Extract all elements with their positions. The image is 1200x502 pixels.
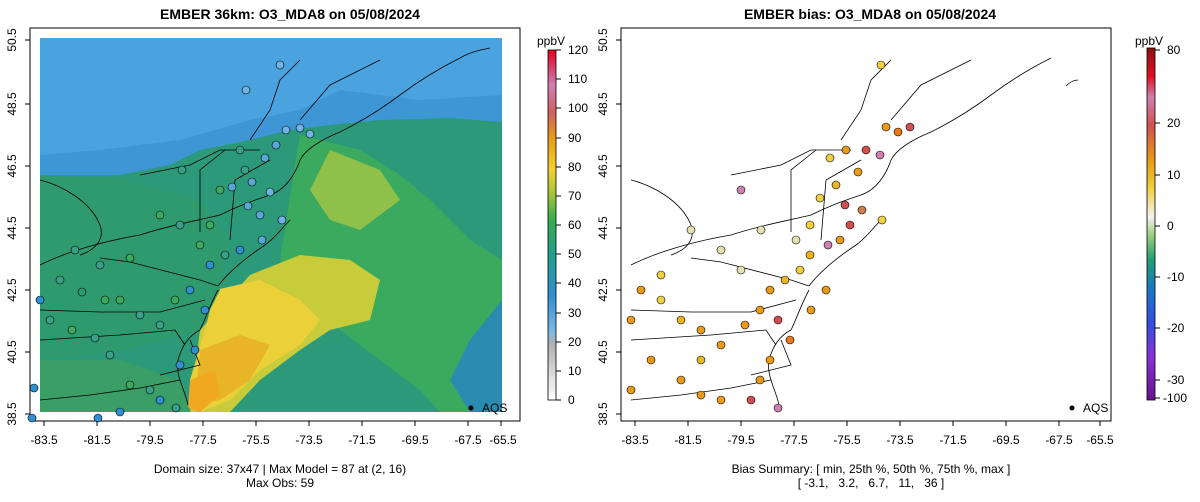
left-xtick-label: -71.5 xyxy=(348,433,376,447)
right-xtick-label: -67.5 xyxy=(1045,433,1073,447)
left-cb-tick: 50 xyxy=(568,247,582,261)
right-cb-tick: -20 xyxy=(1167,321,1185,335)
right-ytick-label: 38.5 xyxy=(596,402,610,426)
left-ytick-label: 50.5 xyxy=(5,28,19,52)
left-xtick-label: -67.5 xyxy=(454,433,482,447)
left-xtick-label: -77.5 xyxy=(189,433,217,447)
left-footer-maxobs: Max Obs: 59 xyxy=(245,476,315,490)
right-cb-tick: -30 xyxy=(1167,373,1185,387)
right-cb-tick: -100 xyxy=(1163,391,1187,405)
left-cb-tick: 10 xyxy=(568,364,582,378)
left-obs-dots xyxy=(27,60,315,423)
right-map-panel: AQS xyxy=(620,27,1112,422)
left-ytick-label: 46.5 xyxy=(5,154,19,178)
left-ytick-label: 42.5 xyxy=(5,278,19,302)
right-footer-bias-values: [ -3.1, 3.2, 6.7, 11, 36 ] xyxy=(797,476,945,490)
left-ytick-label: 38.5 xyxy=(5,402,19,426)
left-colorbar: ppbV 0 10 20 30 40 50 60 70 80 90 100 11… xyxy=(537,34,588,407)
right-ytick-label: 42.5 xyxy=(596,278,610,302)
right-cb-tick: 20 xyxy=(1167,116,1181,130)
left-cb-tick: 90 xyxy=(568,131,582,145)
left-colorbar-unit: ppbV xyxy=(537,34,565,48)
left-xtick-label: -83.5 xyxy=(30,433,58,447)
right-colorbar: ppbV 80 20 10 0 -10 -20 -30 -100 xyxy=(1135,34,1187,405)
left-cb-tick: 100 xyxy=(568,101,588,115)
right-xtick-label: -77.5 xyxy=(780,433,808,447)
left-map-panel: AQS xyxy=(27,27,521,423)
right-xtick-label: -79.5 xyxy=(727,433,755,447)
left-map-title: EMBER 36km: O3_MDA8 on 05/08/2024 xyxy=(160,6,420,22)
left-cb-tick: 80 xyxy=(568,160,582,174)
left-cb-tick: 30 xyxy=(568,306,582,320)
right-cb-tick: -10 xyxy=(1167,270,1185,284)
left-y-axis: 38.5 40.5 42.5 44.5 46.5 48.5 50.5 xyxy=(5,28,30,426)
left-legend-aqs-label: AQS xyxy=(482,401,507,415)
left-ytick-label: 44.5 xyxy=(5,216,19,240)
left-xtick-label: -65.5 xyxy=(489,433,517,447)
right-cb-tick: 10 xyxy=(1167,168,1181,182)
left-xtick-label: -79.5 xyxy=(136,433,164,447)
right-ytick-label: 44.5 xyxy=(596,216,610,240)
left-cb-tick: 70 xyxy=(568,189,582,203)
right-legend-aqs-label: AQS xyxy=(1083,401,1108,415)
left-cb-tick: 60 xyxy=(568,218,582,232)
right-xtick-label: -73.5 xyxy=(886,433,914,447)
left-x-axis: -83.5 -81.5 -79.5 -77.5 -75.5 -73.5 -71.… xyxy=(30,421,517,447)
right-borders-layer xyxy=(630,57,1079,406)
right-cb-tick: 0 xyxy=(1167,219,1174,233)
right-xtick-label: -69.5 xyxy=(992,433,1020,447)
right-map-title: EMBER bias: O3_MDA8 on 05/08/2024 xyxy=(743,6,997,22)
left-ytick-label: 48.5 xyxy=(5,92,19,116)
right-xtick-label: -75.5 xyxy=(833,433,861,447)
left-xtick-label: -69.5 xyxy=(401,433,429,447)
left-ytick-label: 40.5 xyxy=(5,340,19,364)
right-xtick-label: -65.5 xyxy=(1086,433,1114,447)
right-ytick-label: 46.5 xyxy=(596,154,610,178)
right-xtick-label: -71.5 xyxy=(939,433,967,447)
left-footer-domain: Domain size: 37x47 | Max Model = 87 at (… xyxy=(153,462,407,476)
right-colorbar-unit: ppbV xyxy=(1135,34,1163,48)
left-xtick-label: -75.5 xyxy=(242,433,270,447)
left-cb-tick: 110 xyxy=(568,72,587,86)
left-cb-tick: 120 xyxy=(568,43,588,57)
right-obs-dots xyxy=(626,60,915,413)
ozone-field-layer xyxy=(40,38,502,412)
right-ytick-label: 50.5 xyxy=(596,28,610,52)
right-xtick-label: -83.5 xyxy=(621,433,649,447)
right-xtick-label: -81.5 xyxy=(674,433,702,447)
right-legend-aqs-dot xyxy=(1069,405,1075,411)
left-cb-tick: 0 xyxy=(568,393,575,407)
right-x-axis: -83.5 -81.5 -79.5 -77.5 -75.5 -73.5 -71.… xyxy=(621,421,1114,447)
left-xtick-label: -73.5 xyxy=(295,433,323,447)
right-plot-frame xyxy=(620,27,1112,422)
left-cb-tick: 40 xyxy=(568,276,582,290)
right-y-axis: 38.5 40.5 42.5 44.5 46.5 48.5 50.5 xyxy=(596,28,621,426)
right-ytick-label: 48.5 xyxy=(596,92,610,116)
left-xtick-label: -81.5 xyxy=(83,433,111,447)
right-cb-tick: 80 xyxy=(1167,43,1181,57)
left-cb-tick: 20 xyxy=(568,335,582,349)
right-footer-bias-header: Bias Summary: [ min, 25th %, 50th %, 75t… xyxy=(731,462,1011,476)
right-ytick-label: 40.5 xyxy=(596,340,610,364)
left-legend-aqs-dot xyxy=(468,405,474,411)
